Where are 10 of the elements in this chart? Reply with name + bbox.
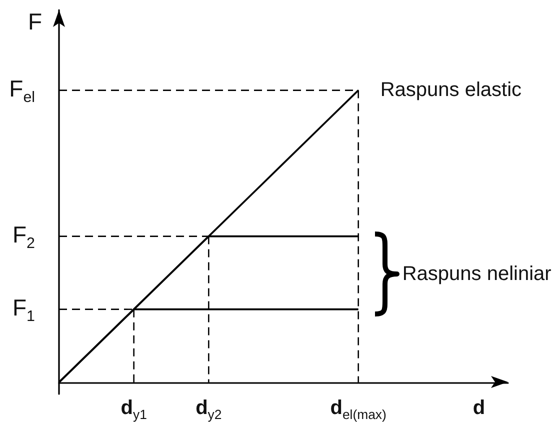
series-label: F$_{1}$ — [12, 294, 35, 326]
series-label: F$_{el}$ — [9, 76, 35, 106]
y-axis-title: F — [28, 8, 42, 34]
annotation: Raspuns neliniar — [402, 263, 552, 286]
x-tick-label: d$_{y1}$ — [120, 397, 147, 422]
series-label: Raspuns elastic — [380, 79, 522, 102]
series-label: F$_{2}$ — [12, 222, 35, 252]
x-tick-label: d$_{y2}$ — [196, 397, 222, 422]
x-axis-title: d — [472, 397, 486, 420]
x-tick-label: d$_{el(max)}$ — [330, 397, 386, 422]
